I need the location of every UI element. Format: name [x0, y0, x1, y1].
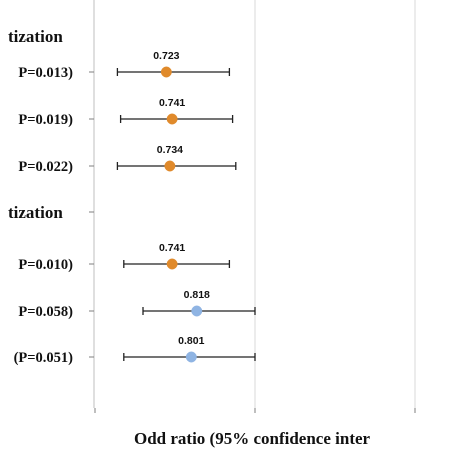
row-label-2: P=0.022) — [18, 159, 73, 175]
value-label-5: 0.801 — [178, 335, 204, 347]
section-title-0: tization — [8, 27, 63, 46]
point-4 — [191, 305, 203, 317]
point-5 — [185, 351, 197, 363]
value-label-1: 0.741 — [159, 97, 185, 109]
point-0 — [160, 66, 172, 78]
row-label-3: P=0.010) — [18, 257, 73, 273]
point-3 — [166, 258, 178, 270]
row-label-1: P=0.019) — [18, 112, 73, 128]
x-axis-title: Odd ratio (95% confidence inter — [134, 429, 371, 448]
value-label-0: 0.723 — [153, 50, 179, 62]
value-label-3: 0.741 — [159, 242, 185, 254]
value-label-4: 0.818 — [184, 289, 210, 301]
point-1 — [166, 113, 178, 125]
row-label-4: P=0.058) — [18, 304, 73, 320]
row-label-5: (P=0.051) — [14, 350, 74, 366]
value-label-2: 0.734 — [157, 144, 183, 156]
section-title-1: tization — [8, 203, 63, 222]
row-label-0: P=0.013) — [18, 65, 73, 81]
point-2 — [164, 160, 176, 172]
